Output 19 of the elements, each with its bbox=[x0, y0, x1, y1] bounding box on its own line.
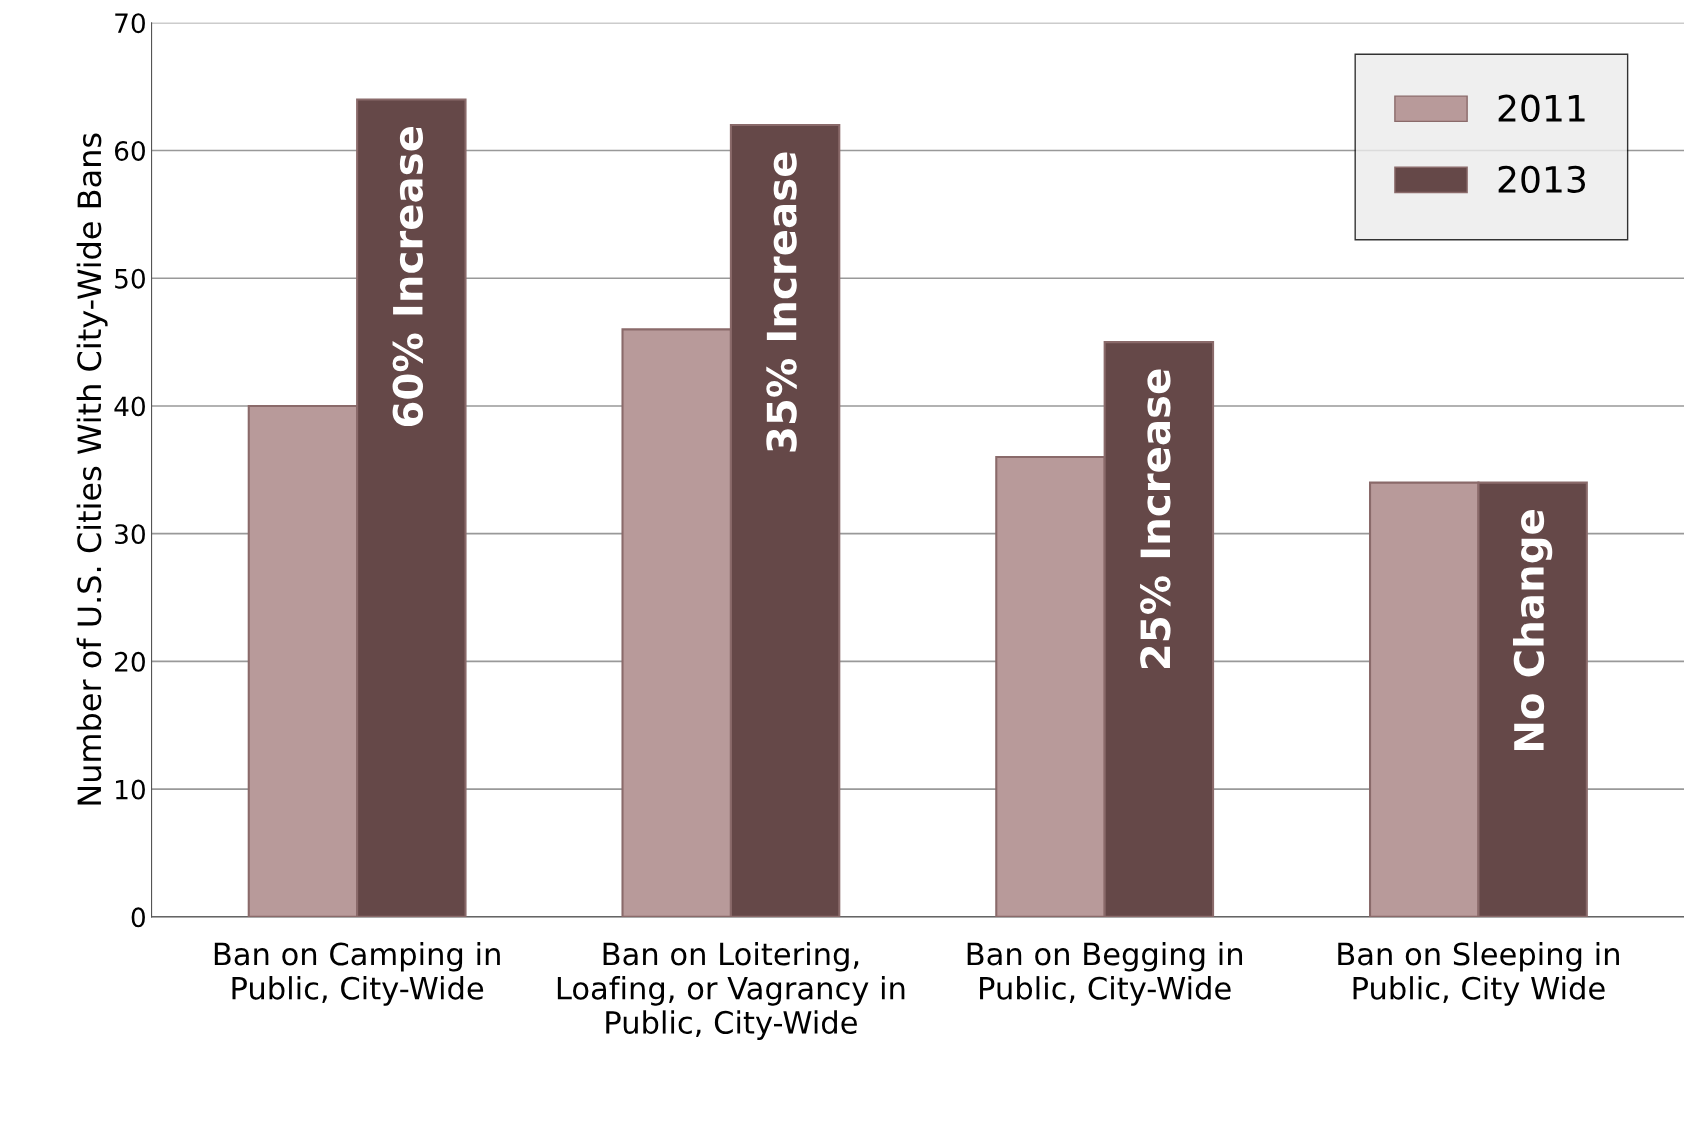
y-tick-label: 20 bbox=[115, 651, 145, 672]
y-tick-label: 40 bbox=[114, 396, 145, 417]
x-tick-label: Ban on Camping in Public, City-Wide bbox=[214, 941, 500, 1006]
y-tick-label: 50 bbox=[115, 268, 145, 289]
legend-label: 2011 bbox=[1498, 94, 1585, 122]
x-tick-label: Ban on Begging in Public, City-Wide bbox=[967, 941, 1243, 1006]
legend-label: 2013 bbox=[1498, 165, 1586, 193]
y-axis-title: Number of U.S. Cities With City-Wide Bans bbox=[76, 133, 108, 805]
y-tick-label: 60 bbox=[114, 140, 145, 161]
y-tick-label: 70 bbox=[115, 13, 145, 34]
annotation: 60% Increase bbox=[392, 126, 424, 427]
y-tick-label: 0 bbox=[131, 907, 145, 928]
x-tick-label: Ban on Sleeping in Public, City Wide bbox=[1338, 941, 1619, 1006]
annotation: 25% Increase bbox=[1140, 369, 1171, 669]
y-tick-label: 30 bbox=[115, 524, 145, 545]
annotation: No Change bbox=[1512, 510, 1553, 751]
x-tick-label: Ban on Loitering, Loafing, or Vagrancy in Public, City-Wide bbox=[557, 941, 905, 1040]
annotation: 35% Increase bbox=[766, 152, 797, 452]
y-tick-label: 10 bbox=[116, 779, 145, 800]
